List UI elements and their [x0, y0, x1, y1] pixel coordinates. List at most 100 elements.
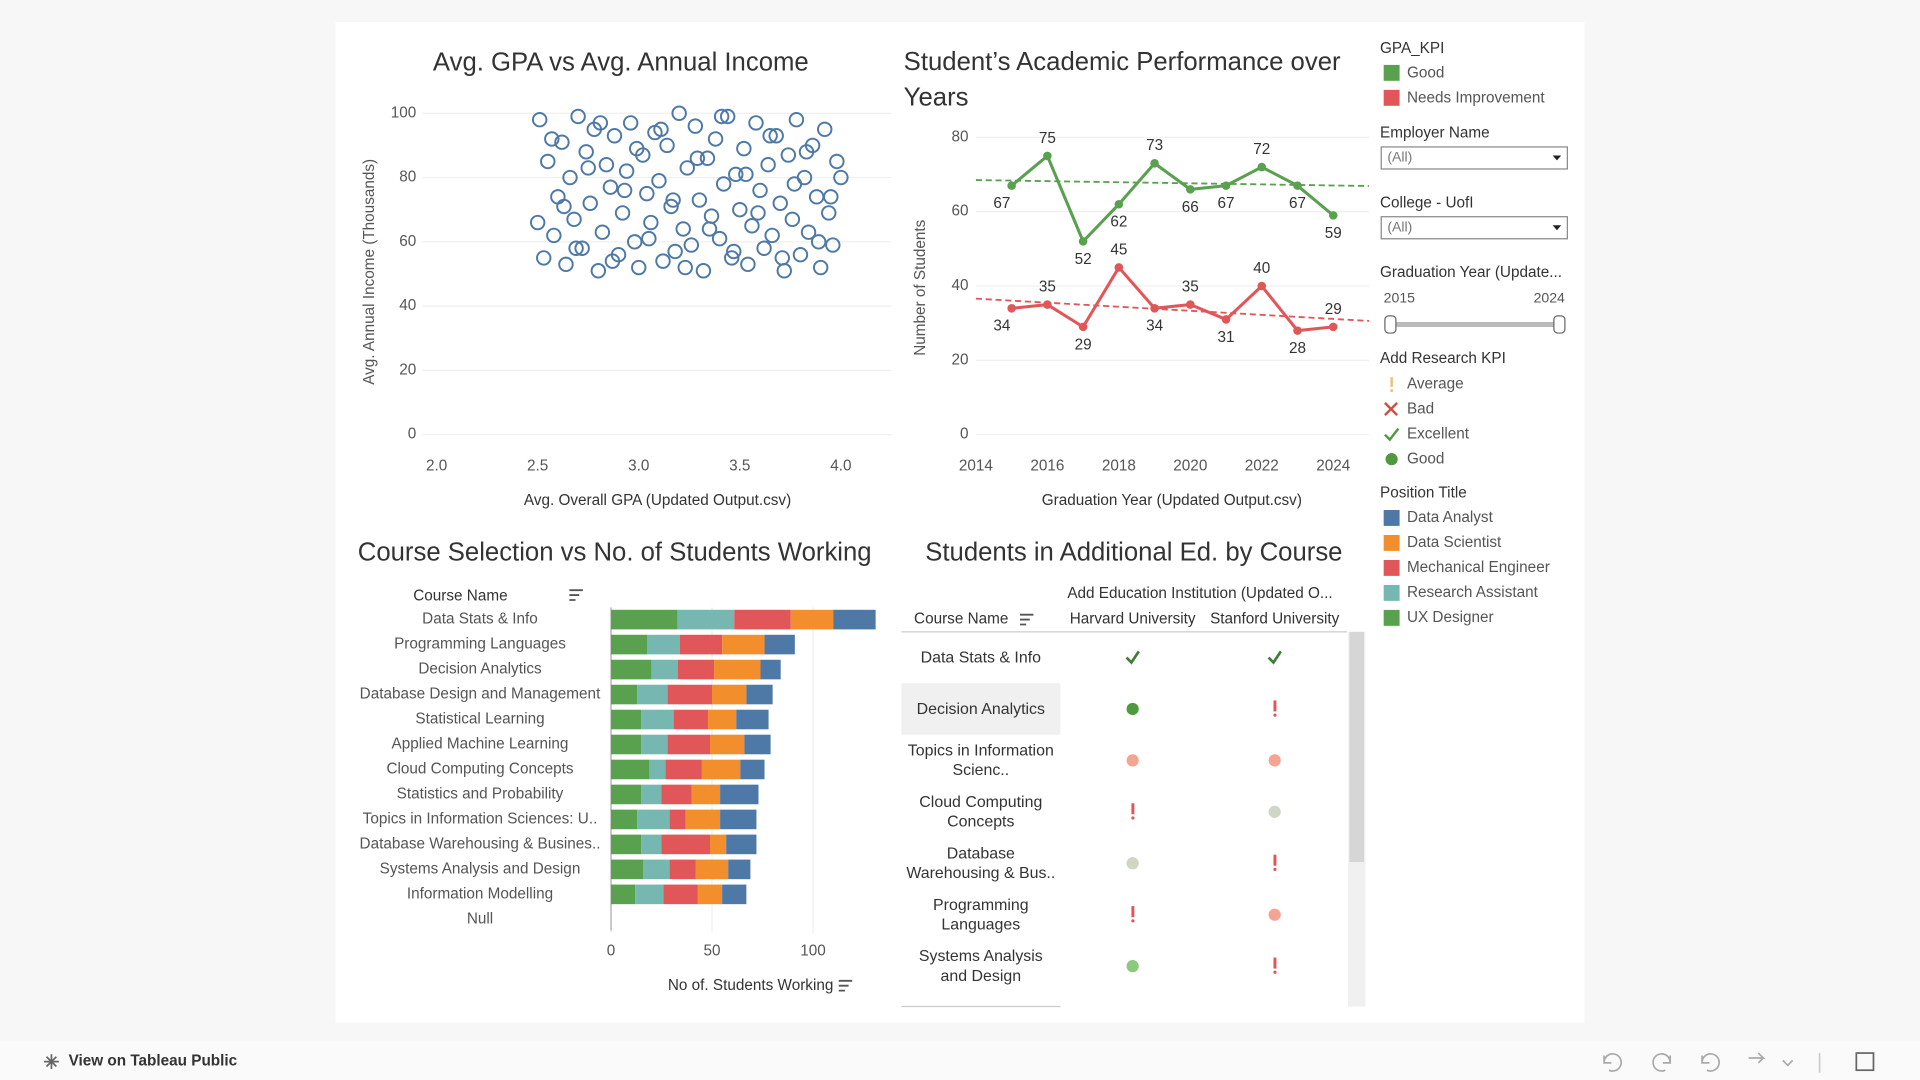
row-label: Decision Analytics — [916, 699, 1045, 718]
icon-average — [1273, 700, 1277, 712]
data-label: 45 — [1110, 241, 1127, 258]
scatter-point — [699, 150, 716, 166]
scatter-point — [655, 253, 671, 269]
scatter-point — [833, 169, 849, 186]
bar-segment — [663, 884, 698, 905]
scatter-point — [752, 182, 768, 199]
line-point — [1328, 322, 1338, 332]
y-axis-title: Avg. Annual Income (Thousands) — [361, 159, 378, 385]
dropdown[interactable] — [1380, 146, 1568, 170]
data-label: 35 — [1039, 278, 1056, 295]
legend-label: Good — [1407, 65, 1444, 82]
table-title: Students in Additional Ed. by Course — [925, 538, 1342, 566]
y-tick-label: 60 — [952, 203, 969, 220]
scroll-thumb[interactable] — [1349, 631, 1365, 863]
x-tick-label: 4.0 — [830, 458, 851, 475]
icon-average — [1273, 970, 1277, 974]
filter-label: Graduation Year (Update... — [1380, 264, 1562, 281]
redo-icon[interactable] — [1652, 1053, 1672, 1072]
scatter-point — [604, 253, 621, 269]
dropdown-value: (All) — [1387, 218, 1412, 234]
bar-segment — [691, 784, 721, 805]
bar-segment — [637, 684, 668, 705]
category-label: Null — [467, 910, 493, 927]
footer-bar — [0, 1040, 1920, 1080]
footer-icons — [44, 1052, 1875, 1073]
legend-label: UX Designer — [1407, 609, 1494, 626]
scatter-point — [817, 121, 833, 138]
legend-label: Data Scientist — [1407, 534, 1502, 551]
bar-segment — [651, 659, 678, 680]
scatter-point — [554, 134, 570, 150]
scatter-point — [689, 150, 706, 166]
data-label: 34 — [1146, 318, 1164, 335]
row-label-box: Topics in Information Scienc.. — [908, 741, 1054, 779]
bar-segment — [736, 709, 769, 730]
scatter-point — [671, 105, 687, 121]
scatter-point — [784, 211, 801, 228]
sort-icon[interactable] — [1020, 613, 1034, 626]
bar-segment — [740, 759, 765, 780]
tableau-icon — [44, 1054, 59, 1069]
line-point — [1257, 281, 1267, 291]
line-point — [1007, 304, 1016, 313]
icon-average — [1131, 919, 1135, 923]
legend-label: Bad — [1407, 401, 1434, 418]
category-label: Information Modelling — [407, 885, 553, 902]
filter-label: College - UofI — [1380, 194, 1474, 211]
legend-label: Excellent — [1407, 425, 1470, 442]
data-label: 62 — [1110, 214, 1127, 231]
x-tick-label: 2016 — [1030, 458, 1064, 475]
legend-label: Research Assistant — [1407, 584, 1539, 601]
tableau-link[interactable]: View on Tableau Public — [69, 1053, 238, 1070]
row-label-box: Database Warehousing & Bus.. — [906, 844, 1055, 882]
scatter-point — [641, 230, 657, 247]
scatter-point — [675, 221, 691, 237]
undo-icon[interactable] — [1603, 1053, 1623, 1072]
scatter-point — [540, 153, 556, 170]
icon-average — [1131, 803, 1135, 815]
dropdown[interactable] — [1380, 216, 1568, 240]
sort-icon[interactable] — [838, 979, 853, 992]
row-label: Systems Analysis and Design — [918, 946, 1043, 985]
x-tick-label: 2022 — [1245, 458, 1279, 475]
pause-icon[interactable] — [1748, 1052, 1794, 1067]
bar-segment — [611, 834, 642, 855]
category-label: Topics in Information Sciences: U.. — [363, 810, 598, 827]
dropdown-arrow — [1552, 225, 1562, 231]
data-label: 31 — [1218, 329, 1235, 346]
bar-segment — [611, 884, 636, 905]
scatter-point — [711, 230, 728, 247]
fullscreen-icon[interactable] — [1855, 1052, 1875, 1072]
scatter-point — [810, 234, 827, 250]
icon-average — [1390, 377, 1393, 387]
row-label-box: Decision Analytics — [916, 699, 1045, 718]
scatter-point — [556, 198, 572, 215]
line-point — [1328, 211, 1338, 220]
scatter-point — [715, 176, 732, 192]
x-axis-title: No of. Students Working — [668, 977, 834, 994]
scatter-point — [606, 128, 623, 144]
icon-circle — [1126, 754, 1139, 767]
scatter-point — [713, 108, 730, 125]
bar-segment — [669, 809, 686, 830]
x-tick-label: 2018 — [1102, 458, 1136, 475]
slider-handle[interactable] — [1553, 315, 1566, 334]
revert-icon[interactable] — [1701, 1053, 1720, 1072]
slider-handle[interactable] — [1384, 315, 1397, 334]
bar-segment — [833, 609, 876, 630]
kpi-icons — [1384, 377, 1400, 466]
bar-segment — [669, 859, 696, 880]
scatter-point — [726, 243, 742, 260]
icon-good — [1126, 702, 1139, 716]
category-label: Programming Languages — [394, 636, 566, 653]
line-point — [1114, 199, 1124, 209]
y-tick-label: 60 — [399, 233, 416, 250]
scatter-point — [724, 250, 740, 266]
scatter-point — [631, 259, 647, 276]
scatter-point — [570, 108, 586, 125]
data-label: 52 — [1075, 251, 1092, 268]
sort-icon[interactable] — [569, 589, 583, 601]
scatter-point — [825, 237, 841, 253]
scatter-point — [780, 147, 797, 163]
